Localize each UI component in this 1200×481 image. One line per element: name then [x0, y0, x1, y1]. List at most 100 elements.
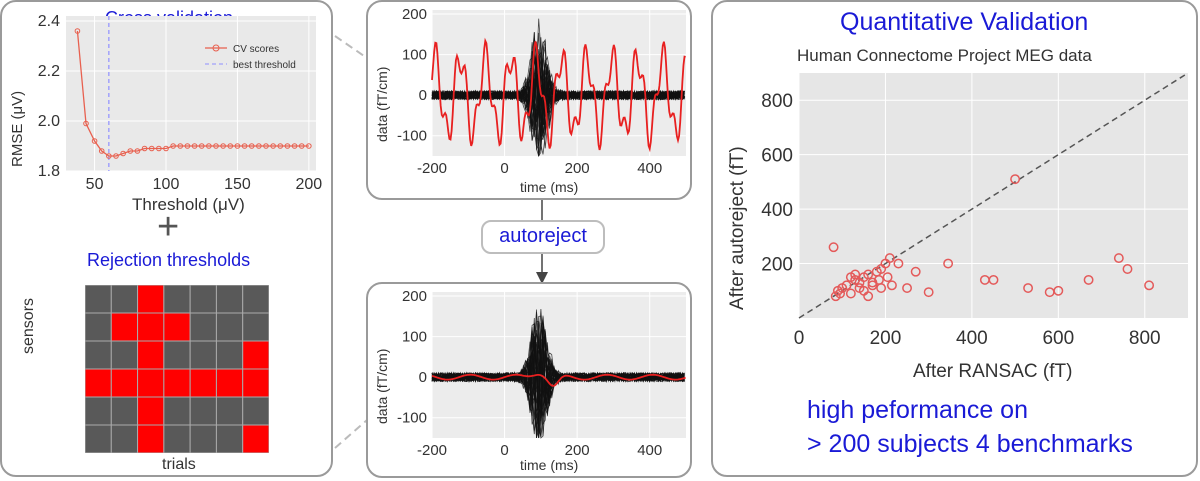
meg-xtick-label: 200: [565, 442, 590, 459]
cv-point: [141, 145, 148, 152]
scatter-point: [863, 291, 874, 302]
cv-point: [91, 138, 98, 144]
meg-trace: [431, 38, 685, 157]
cv-point: [277, 143, 284, 149]
cv-point: [306, 143, 312, 149]
scatter-point: [923, 287, 934, 298]
cv-xtick-label: 150: [224, 176, 251, 193]
cross-validation-panel: Cross validation 501001502001.82.02.22.4…: [0, 0, 333, 477]
cv-point: [291, 143, 298, 149]
kept-cell: [189, 424, 217, 453]
rejected-cell: [137, 424, 165, 453]
scatter-xtick-label: 0: [794, 328, 805, 349]
scatter-point: [863, 269, 874, 280]
meg-bad-trace: [431, 37, 686, 153]
rejection-thresholds-title: Rejection thresholds: [87, 250, 251, 270]
scatter-point: [1144, 280, 1155, 291]
scatter-point: [1083, 274, 1094, 285]
scatter-point: [874, 274, 884, 285]
rejected-cell: [110, 368, 139, 398]
scatter-point: [886, 280, 897, 291]
meg-xtick-label: 200: [565, 160, 590, 177]
connector-lines: [334, 35, 368, 449]
cv-point: [127, 148, 134, 154]
quantitative-validation-panel: Quantitative Validation Human Connectome…: [711, 0, 1198, 477]
scatter-point: [1010, 174, 1021, 185]
cv-point: [298, 143, 305, 149]
plus-sign: +: [157, 206, 180, 248]
scatter-point: [850, 269, 861, 280]
cv-point: [163, 145, 169, 152]
kept-cell: [85, 424, 112, 453]
meg-ytick-label: 200: [402, 288, 427, 305]
meg-after-chart: -200 0 200 400 200 100 0 -100 data (fT/cm) time…: [374, 288, 686, 473]
cv-legend: CV scores best threshold: [205, 44, 296, 71]
meg-xtick-label: -200: [417, 442, 447, 459]
scatter-point: [943, 258, 954, 269]
cv-point: [148, 145, 155, 152]
rejected-cell: [137, 396, 165, 426]
rejected-cell: [137, 312, 165, 342]
cv-point: [220, 143, 226, 149]
meg-bot-ylabel: data (fT/cm): [374, 349, 390, 424]
meg-top-xlabel: time (ms): [520, 179, 578, 195]
kept-cell: [110, 340, 139, 370]
meg-bad-trace: [431, 373, 686, 387]
scatter-ylabel: After autoreject (fT): [727, 146, 748, 310]
cv-xtick-label: 200: [296, 176, 323, 193]
cv-point: [234, 143, 241, 149]
kept-cell: [163, 396, 191, 426]
cv-point: [206, 143, 212, 149]
cv-point: [263, 143, 269, 149]
rejected-cell: [137, 368, 165, 398]
cv-point: [213, 143, 219, 149]
autoreject-label: autoreject: [481, 220, 605, 254]
cv-ytick-label: 2.4: [38, 13, 60, 30]
kept-cell: [189, 312, 217, 342]
footer-line-1: high peformance on: [807, 396, 1028, 424]
arrow-down-icon: [536, 272, 548, 284]
scatter-point: [1113, 253, 1124, 264]
cv-point: [156, 145, 162, 152]
cv-point: [83, 120, 89, 127]
cv-xlabel: Threshold (μV): [132, 195, 245, 214]
scatter-point: [1122, 264, 1133, 274]
rejected-cell: [110, 312, 139, 342]
kept-cell: [163, 424, 191, 453]
cv-point: [184, 143, 191, 149]
trials-label: trials: [162, 456, 196, 473]
scatter-point: [988, 274, 999, 285]
cv-point: [270, 143, 276, 149]
scatter-point: [854, 283, 865, 294]
rejected-cell: [189, 368, 217, 398]
kept-cell: [242, 312, 269, 342]
cv-point: [284, 143, 291, 149]
meg-trace: [431, 336, 685, 418]
rejected-cell: [163, 368, 191, 398]
scatter-chart: 0 200 400 600 800 200 400 600 800 After autoreje…: [727, 72, 1189, 382]
cv-xtick-label: 50: [86, 176, 104, 193]
scatter-ytick-label: 400: [761, 200, 793, 221]
kept-cell: [242, 285, 269, 314]
scatter-point: [835, 288, 846, 299]
scatter-point: [882, 272, 893, 283]
kept-cell: [163, 285, 191, 314]
cv-ytick-label: 2.0: [38, 113, 60, 130]
scatter-ytick-label: 200: [761, 255, 793, 276]
kept-cell: [85, 312, 112, 342]
scatter-xtick-label: 800: [1129, 328, 1161, 349]
cv-point: [120, 150, 126, 157]
cv-ylabel: RMSE (μV): [9, 91, 26, 167]
meg-ytick-label: -100: [397, 128, 427, 145]
kept-cell: [215, 312, 244, 342]
rejected-cell: [137, 340, 165, 370]
identity-diagonal-line: [798, 72, 1189, 319]
kept-cell: [85, 396, 112, 426]
meg-xtick-label: 0: [500, 442, 508, 459]
cv-point: [113, 153, 119, 159]
scatter-point: [867, 277, 878, 288]
kept-cell: [215, 396, 244, 426]
meg-ytick-label: 200: [402, 6, 427, 23]
scatter-point: [893, 258, 904, 269]
meg-ytick-label: 0: [419, 87, 427, 104]
